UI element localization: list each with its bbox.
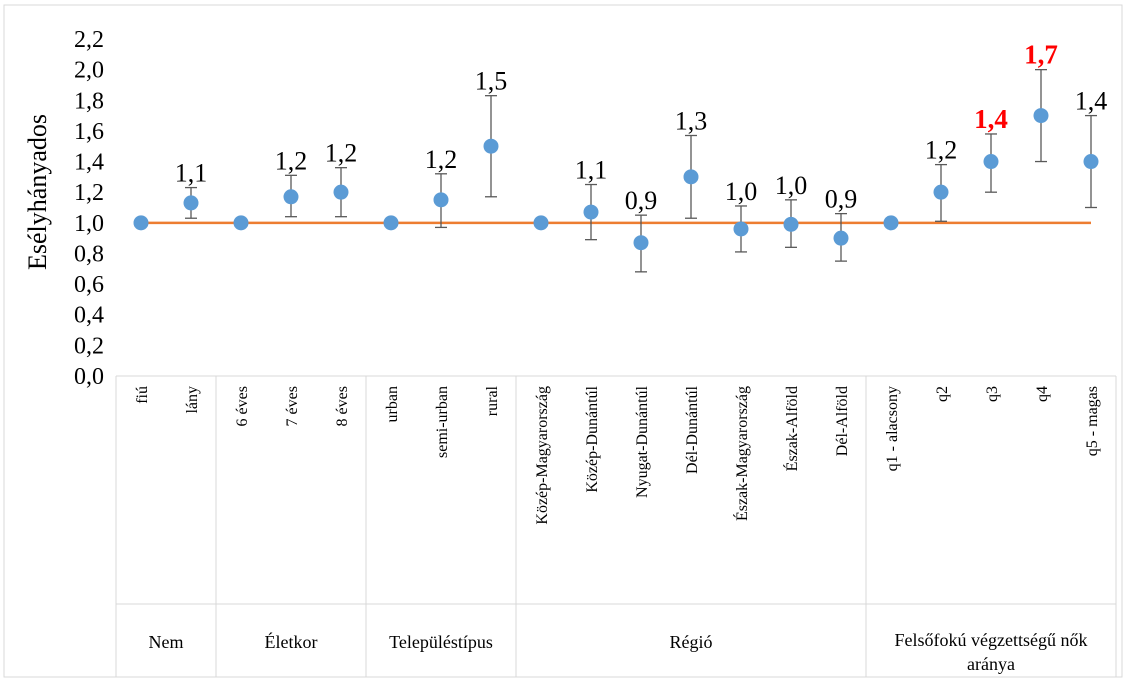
y-tick-label: 0,0 xyxy=(74,364,104,390)
data-point xyxy=(433,192,449,208)
data-point xyxy=(333,184,349,200)
category-label-layer: fiú lány 6 éves 7 éves 8 éves urban semi-urban… xyxy=(134,385,1101,524)
group-label-line: Felsőfokú végzettségű nők xyxy=(895,630,1088,650)
data-label: 1,2 xyxy=(325,139,358,168)
data-point xyxy=(733,221,749,237)
point-layer xyxy=(133,108,1099,251)
category-label: Észak-Alföld xyxy=(782,386,801,471)
category-label: q3 xyxy=(984,386,1001,402)
data-point xyxy=(983,154,999,170)
y-tick-label: 2,0 xyxy=(74,58,104,84)
data-point xyxy=(383,215,399,231)
data-point xyxy=(483,138,499,154)
category-label: q5 - magas xyxy=(1084,386,1101,456)
axis-layer: 0,0 0,2 0,4 0,6 0,8 1,0 1,2 1,4 1,6 1,8 2,0 2,2 xyxy=(74,27,1117,677)
group-label: Településtípus xyxy=(389,632,493,652)
category-label: 6 éves xyxy=(234,386,251,426)
data-point xyxy=(683,169,699,185)
y-tick-label: 1,4 xyxy=(74,150,104,176)
data-label: 1,0 xyxy=(725,177,758,206)
category-label: rural xyxy=(484,385,501,416)
group-label-line: aránya xyxy=(967,654,1015,674)
y-tick-label: 1,6 xyxy=(74,119,104,145)
group-label: Felsőfokú végzettségű nők aránya xyxy=(895,630,1088,674)
data-point xyxy=(133,215,149,231)
category-label: Dél-Dunántúl xyxy=(684,385,701,474)
category-label: fiú xyxy=(134,386,151,404)
data-label: 1,4 xyxy=(974,104,1008,134)
data-point xyxy=(1083,154,1099,170)
data-label: 1,1 xyxy=(175,159,208,188)
category-label: lány xyxy=(184,386,201,414)
data-label: 0,9 xyxy=(625,186,658,215)
category-label: urban xyxy=(384,386,401,422)
data-point xyxy=(283,189,299,205)
category-label: Dél-Alföld xyxy=(834,386,851,456)
chart-border xyxy=(3,4,1123,678)
y-tick-label: 2,2 xyxy=(74,27,104,53)
category-label: q1 - alacsony xyxy=(884,386,901,471)
y-tick-label: 1,2 xyxy=(74,180,104,206)
y-tick-label: 0,6 xyxy=(74,272,104,298)
data-label: 1,2 xyxy=(925,136,958,165)
data-point xyxy=(233,215,249,231)
group-label: Régió xyxy=(670,632,713,652)
category-label: Nyugat-Dunántúl xyxy=(634,385,651,498)
y-axis-title: Esélyhányados xyxy=(23,114,52,270)
data-point xyxy=(833,230,849,246)
data-label: 0,9 xyxy=(825,185,858,214)
category-label: 7 éves xyxy=(284,386,301,426)
category-label: Közép-Magyarország xyxy=(534,386,551,525)
category-label: q2 xyxy=(934,386,951,402)
data-point xyxy=(1033,108,1049,124)
data-point xyxy=(183,195,199,211)
data-label: 1,2 xyxy=(275,146,308,175)
data-label-layer: 1,1 1,2 1,2 1,2 1,5 1,1 0,9 1,3 1,0 1,0 0,9 1,2 1,4 1… xyxy=(175,40,1108,216)
data-point xyxy=(583,204,599,220)
category-label: 8 éves xyxy=(334,386,351,426)
y-tick-label: 0,2 xyxy=(74,333,104,359)
group-label: Nem xyxy=(149,632,184,652)
group-label-layer: Nem Életkor Településtípus Régió Felsőfokú v… xyxy=(149,630,1088,674)
data-point xyxy=(933,184,949,200)
data-point xyxy=(783,216,799,232)
y-tick-label: 0,4 xyxy=(74,303,104,329)
data-label: 1,2 xyxy=(425,145,458,174)
category-label: Közép-Dunántúl xyxy=(584,385,601,492)
data-point xyxy=(533,215,549,231)
y-tick-label: 1,8 xyxy=(74,88,104,114)
category-label: semi-urban xyxy=(434,386,451,458)
data-label: 1,4 xyxy=(1075,87,1108,116)
category-label: q4 xyxy=(1034,386,1051,402)
data-label: 1,5 xyxy=(475,67,508,96)
data-label: 1,3 xyxy=(675,107,708,136)
category-label: Észak-Magyarország xyxy=(732,386,751,521)
y-tick-label: 0,8 xyxy=(74,241,104,267)
data-point xyxy=(633,235,649,251)
y-axis-title-group: Esélyhányados xyxy=(23,114,52,270)
data-label: 1,1 xyxy=(575,156,608,185)
y-tick-label: 1,0 xyxy=(74,211,104,237)
data-label: 1,0 xyxy=(775,171,808,200)
data-point xyxy=(883,215,899,231)
group-label: Életkor xyxy=(265,631,318,652)
data-label: 1,7 xyxy=(1024,40,1058,70)
